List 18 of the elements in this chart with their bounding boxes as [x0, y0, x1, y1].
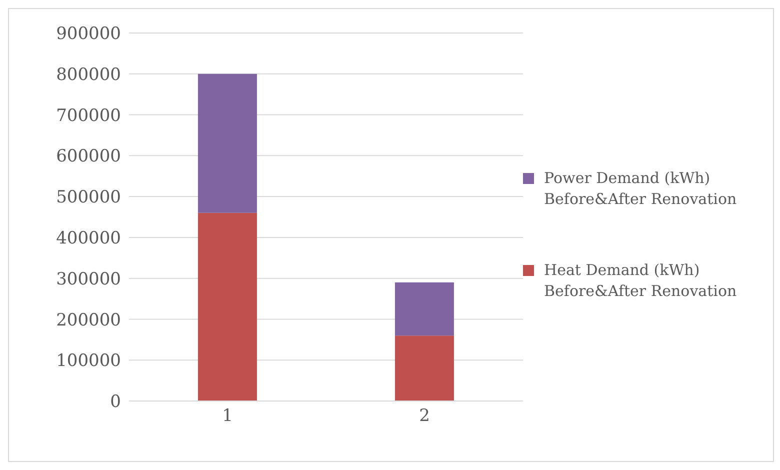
bar [394, 282, 454, 336]
y-tick-label: 400000 [56, 228, 121, 248]
y-tick-label: 600000 [56, 146, 121, 167]
legend-label: Heat Demand (kWh) Before&After Renovation [544, 260, 738, 302]
y-tick-label: 700000 [56, 106, 121, 126]
bar [394, 336, 454, 401]
y-tick-label: 200000 [56, 310, 121, 330]
bar [198, 212, 257, 401]
x-tick-label: 2 [419, 406, 430, 426]
y-tick-label: 300000 [56, 269, 121, 290]
y-tick-label: 0 [110, 392, 121, 412]
y-tick-label: 900000 [56, 24, 121, 44]
y-tick-label: 100000 [56, 351, 121, 372]
y-tick-label: 800000 [56, 64, 121, 85]
y-tick-label: 500000 [56, 188, 121, 208]
x-tick-label: 1 [222, 406, 233, 426]
legend-label: Power Demand (kWh) Before&After Renovation [544, 168, 738, 210]
bar [198, 74, 257, 213]
